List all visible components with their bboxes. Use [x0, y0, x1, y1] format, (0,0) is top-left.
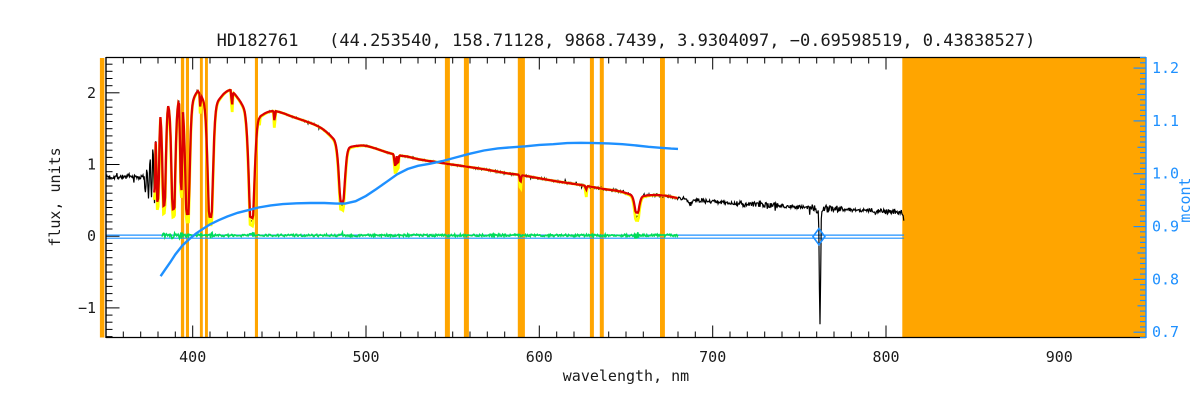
- masked-band: [902, 58, 1146, 338]
- masked-band: [660, 58, 665, 338]
- spectrum-line-black: [105, 88, 905, 325]
- masked-band: [463, 58, 469, 338]
- x-tick-label: 400: [179, 348, 206, 366]
- masked-band: [99, 58, 105, 338]
- y2-tick-label: 1.1: [1152, 112, 1179, 130]
- tick-labels: 400 500 600 700 800 900 −1 0 1 2 0.7 0.8 0.9 1.0 1.1 1.…: [78, 59, 1179, 366]
- y2-axis-ticks: [1133, 56, 1146, 339]
- figure-title: HD182761 (44.253540, 158.71128, 9868.743…: [216, 31, 1036, 51]
- masked-band: [199, 58, 203, 338]
- masked-band: [205, 58, 208, 338]
- plot-frame: [105, 56, 1147, 339]
- x-tick-label: 600: [526, 348, 553, 366]
- masked-band: [599, 58, 604, 338]
- x-tick-label: 800: [872, 348, 899, 366]
- x-tick-label: 900: [1046, 348, 1073, 366]
- masked-bands: [99, 58, 1146, 338]
- x-tick-label: 700: [699, 348, 726, 366]
- telluric-marker-diamond: [811, 227, 826, 246]
- curves: [105, 88, 905, 325]
- masked-band: [444, 58, 450, 338]
- masked-band: [254, 58, 258, 338]
- y-tick-label: 2: [87, 84, 96, 102]
- x-axis-title: wavelength, nm: [562, 367, 690, 385]
- x-tick-label: 500: [352, 348, 379, 366]
- y2-tick-label: 0.8: [1152, 270, 1179, 288]
- fit-line-red: [153, 88, 678, 220]
- masked-band: [185, 58, 189, 338]
- y-tick-label: −1: [78, 299, 96, 317]
- y2-tick-label: 0.7: [1152, 323, 1179, 341]
- masked-band: [589, 58, 594, 338]
- y-tick-label: 0: [87, 227, 96, 245]
- mcont-curve: [159, 141, 679, 277]
- y2-tick-label: 1.0: [1152, 165, 1179, 183]
- residual-line-green: [161, 229, 679, 241]
- masked-band: [517, 58, 525, 338]
- y-tick-label: 1: [87, 156, 96, 174]
- y2-tick-label: 0.9: [1152, 218, 1179, 236]
- y2-tick-label: 1.2: [1152, 59, 1179, 77]
